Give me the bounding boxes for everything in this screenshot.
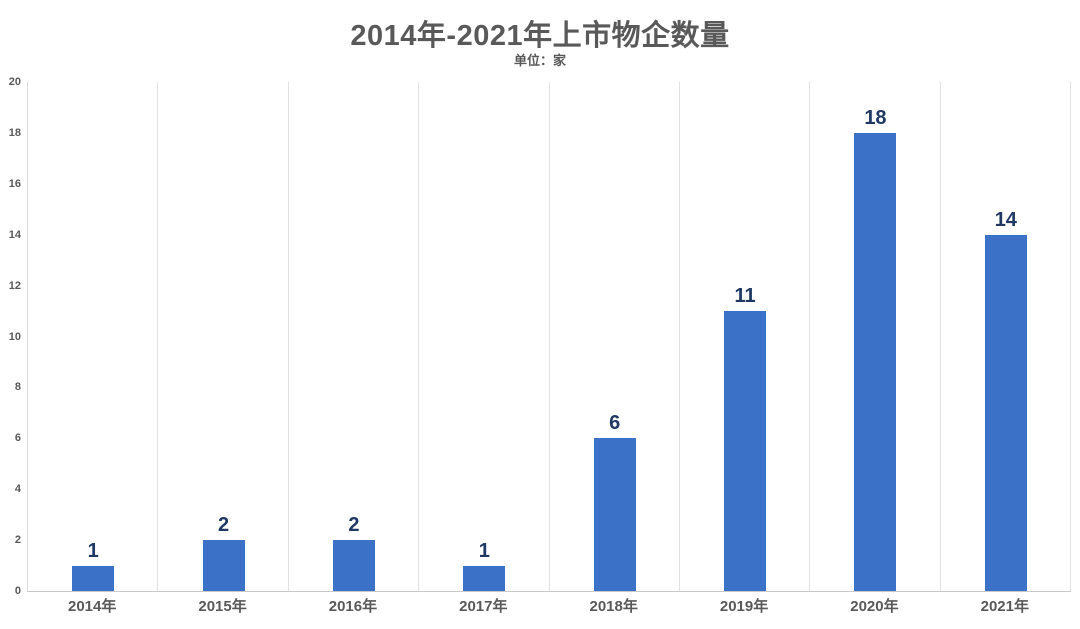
x-tick-label: 2015年 — [198, 598, 247, 615]
y-axis: 0 2 4 6 8 10 12 14 16 18 20 — [0, 76, 21, 597]
y-tick-label: 20 — [8, 76, 21, 88]
bar-2020年 — [854, 133, 897, 591]
bar-2017年 — [463, 566, 506, 591]
y-tick-label: 0 — [14, 585, 21, 597]
bar-2021年 — [984, 235, 1027, 591]
y-tick-label: 10 — [8, 331, 21, 343]
bar-value-label: 6 — [609, 412, 621, 434]
bar-value-label: 2 — [348, 514, 360, 536]
y-tick-label: 12 — [8, 280, 21, 292]
bar-2016年 — [332, 540, 375, 591]
gridline — [809, 82, 811, 591]
bar-value-label: 11 — [734, 285, 756, 307]
x-tick-label: 2014年 — [68, 598, 117, 615]
chart-subtitle: 单位：家 — [513, 53, 566, 68]
y-tick-label: 8 — [14, 381, 21, 393]
bar-2014年 — [72, 566, 115, 591]
x-tick-label: 2021年 — [980, 598, 1029, 615]
bar-value-label: 1 — [87, 540, 99, 562]
bar-2019年 — [724, 311, 767, 591]
y-tick-label: 4 — [14, 483, 21, 495]
x-tick-label: 2017年 — [459, 598, 508, 615]
bar-value-label: 14 — [994, 209, 1017, 231]
y-tick-label: 18 — [8, 127, 21, 139]
y-tick-label: 2 — [14, 534, 21, 546]
gridline — [1070, 82, 1071, 591]
x-tick-label: 2020年 — [850, 598, 899, 615]
y-tick-label: 16 — [8, 178, 21, 190]
bar-value-label: 1 — [478, 540, 490, 562]
gridline — [287, 82, 289, 591]
bar-value-label: 18 — [864, 107, 887, 129]
gridline — [157, 82, 159, 591]
gridline — [939, 82, 941, 591]
gridline — [678, 82, 680, 591]
x-tick-label: 2019年 — [719, 598, 769, 615]
bar-value-label: 2 — [218, 514, 230, 536]
gridline — [548, 82, 550, 591]
plot-area: 1 2 2 1 6 11 18 14 — [27, 82, 1071, 592]
bar-2015年 — [202, 540, 245, 591]
x-axis: 2014年 2015年 2016年 2017年 2018年 2019年 2020年 2021年 — [27, 598, 1070, 620]
x-tick-label: 2016年 — [328, 598, 378, 615]
bar-2018年 — [593, 438, 636, 591]
x-tick-label: 2018年 — [589, 598, 638, 615]
y-tick-label: 6 — [14, 432, 21, 444]
gridline — [418, 82, 420, 591]
chart-title: 2014年-2021年上市物企数量 — [350, 20, 730, 52]
y-tick-label: 14 — [8, 229, 21, 241]
